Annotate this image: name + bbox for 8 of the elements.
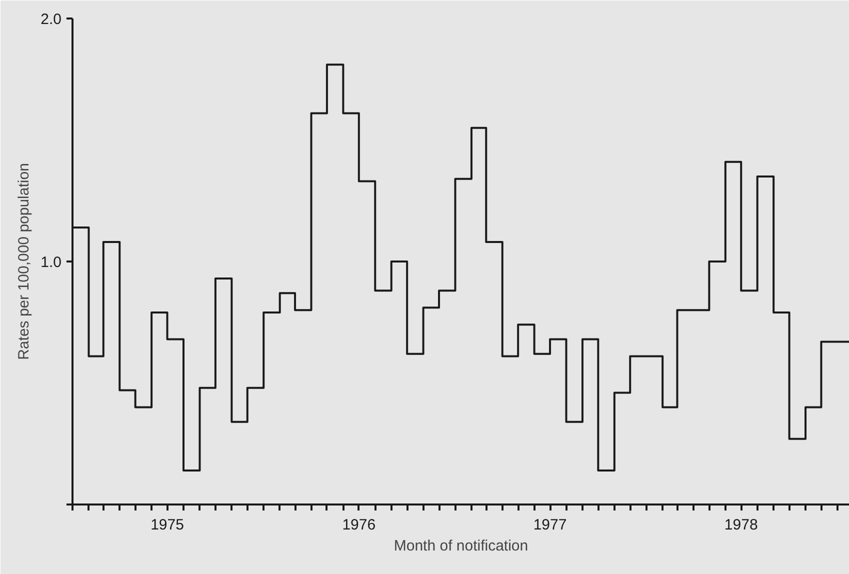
x-tick-label: 1976 [342, 516, 376, 534]
y-tick-label: 1.0 [40, 254, 62, 271]
x-tick-label: 1977 [533, 516, 567, 534]
x-tick-label: 1975 [150, 516, 184, 534]
y-tick-label: 2.0 [40, 11, 62, 28]
x-tick-label: 1978 [724, 516, 758, 534]
y-axis-title: Rates per 100,000 population [16, 163, 33, 360]
x-axis-title: Month of notification [394, 538, 528, 554]
